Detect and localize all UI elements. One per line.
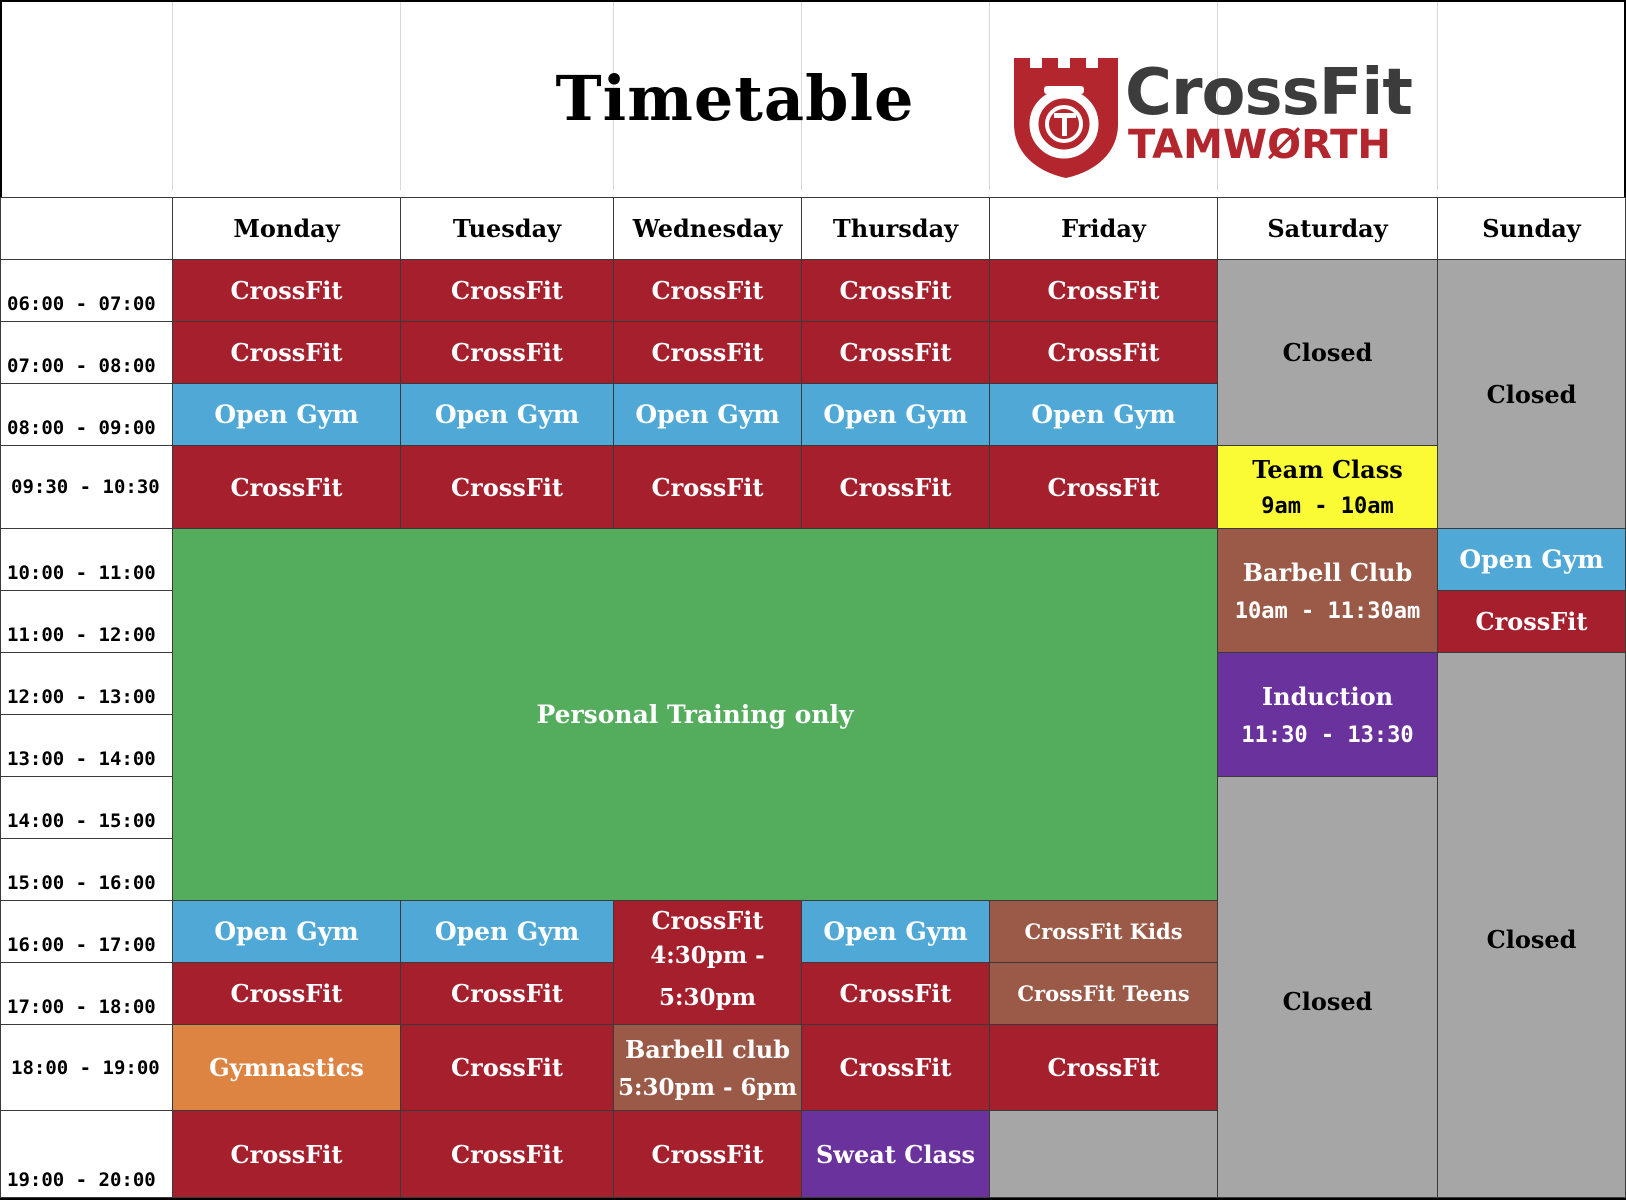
closed-block: Closed: [1217, 776, 1438, 1198]
day-header-saturday: Saturday: [1217, 197, 1438, 260]
class-label: Barbell club: [624, 1034, 791, 1064]
time-slot: 15:00 - 16:00: [0, 838, 173, 901]
class-time: 5:30pm - 6pm: [618, 1073, 797, 1101]
class-time: 4:30pm - 5:30pm: [650, 942, 765, 1011]
class-crossfit: CrossFit: [613, 259, 802, 322]
class-crossfit: CrossFit: [801, 1024, 990, 1111]
day-header-thursday: Thursday: [801, 197, 990, 260]
class-crossfit: CrossFit: [801, 259, 990, 322]
class-label: Barbell Club: [1242, 557, 1413, 587]
header-gridline: [172, 2, 173, 190]
time-slot: 09:30 - 10:30: [0, 445, 173, 529]
class-crossfit-wednesday: CrossFit 4:30pm - 5:30pm: [613, 900, 802, 1025]
time-slot: 14:00 - 15:00: [0, 776, 173, 839]
class-open-gym: Open Gym: [172, 383, 401, 446]
time-slot: 13:00 - 14:00: [0, 714, 173, 777]
class-induction: Induction 11:30 - 13:30: [1217, 652, 1438, 777]
class-team-class: Team Class 9am - 10am: [1217, 445, 1438, 529]
class-crossfit-kids: CrossFit Kids: [989, 900, 1218, 963]
class-crossfit: CrossFit: [400, 321, 614, 384]
class-crossfit: CrossFit: [989, 1024, 1218, 1111]
time-slot: 19:00 - 20:00: [0, 1110, 173, 1198]
class-open-gym: Open Gym: [801, 383, 990, 446]
logo-crossfit-text: CrossFit: [1125, 56, 1413, 130]
class-crossfit: CrossFit: [613, 445, 802, 529]
class-crossfit: CrossFit: [172, 1110, 401, 1198]
class-crossfit: CrossFit: [1437, 590, 1626, 653]
class-label: Team Class: [1252, 455, 1403, 484]
class-open-gym: Open Gym: [801, 900, 990, 963]
class-crossfit: CrossFit: [172, 259, 401, 322]
class-crossfit: CrossFit: [801, 962, 990, 1025]
class-crossfit: CrossFit: [989, 259, 1218, 322]
class-crossfit: CrossFit: [400, 259, 614, 322]
class-crossfit: CrossFit: [400, 962, 614, 1025]
class-time: 11:30 - 13:30: [1241, 722, 1414, 748]
time-slot: 12:00 - 13:00: [0, 652, 173, 715]
class-label: CrossFit: [651, 906, 764, 935]
time-slot: 08:00 - 09:00: [0, 383, 173, 446]
class-crossfit: CrossFit: [400, 445, 614, 529]
class-sweat-class: Sweat Class: [801, 1110, 990, 1198]
class-crossfit: CrossFit: [801, 445, 990, 529]
header-gridline: [989, 2, 990, 190]
logo-tamworth-text: TAMWØRTH: [1128, 122, 1391, 168]
closed-block: Closed: [1217, 259, 1438, 446]
crossfit-tamworth-logo: [1014, 58, 1118, 178]
class-crossfit: CrossFit: [613, 1110, 802, 1198]
corner-cell: [0, 197, 173, 260]
class-crossfit-teens: CrossFit Teens: [989, 962, 1218, 1025]
class-open-gym: Open Gym: [400, 383, 614, 446]
class-open-gym: Open Gym: [1437, 528, 1626, 591]
time-slot: 07:00 - 08:00: [0, 321, 173, 384]
time-slot: 17:00 - 18:00: [0, 962, 173, 1025]
day-header-friday: Friday: [989, 197, 1218, 260]
class-label: Induction: [1261, 681, 1394, 711]
class-crossfit: CrossFit: [613, 321, 802, 384]
page-title: Timetable: [555, 62, 915, 135]
header-gridline: [1217, 2, 1218, 190]
class-open-gym: Open Gym: [989, 383, 1218, 446]
class-open-gym: Open Gym: [172, 900, 401, 963]
time-slot: 18:00 - 19:00: [0, 1024, 173, 1111]
class-crossfit: CrossFit: [172, 321, 401, 384]
class-gymnastics: Gymnastics: [172, 1024, 401, 1111]
class-crossfit: CrossFit: [400, 1024, 614, 1111]
time-slot: 06:00 - 07:00: [0, 259, 173, 322]
personal-training-block: Personal Training only: [172, 528, 1218, 901]
closed-block: Closed: [1437, 652, 1626, 1198]
class-barbell-club-wednesday: Barbell club 5:30pm - 6pm: [613, 1024, 802, 1111]
header-gridline: [801, 2, 802, 190]
class-time: 10am - 11:30am: [1234, 598, 1421, 624]
closed-block: Closed: [1437, 259, 1626, 529]
class-crossfit: CrossFit: [989, 321, 1218, 384]
day-header-tuesday: Tuesday: [400, 197, 614, 260]
class-crossfit: CrossFit: [172, 445, 401, 529]
class-barbell-club: Barbell Club 10am - 11:30am: [1217, 528, 1438, 653]
header-gridline: [400, 2, 401, 190]
class-crossfit: CrossFit: [801, 321, 990, 384]
empty-slot: [989, 1110, 1218, 1198]
class-open-gym: Open Gym: [400, 900, 614, 963]
class-crossfit: CrossFit: [989, 445, 1218, 529]
class-crossfit: CrossFit: [400, 1110, 614, 1198]
class-crossfit: CrossFit: [172, 962, 401, 1025]
class-time: 9am - 10am: [1261, 494, 1394, 519]
day-header-wednesday: Wednesday: [613, 197, 802, 260]
time-slot: 11:00 - 12:00: [0, 590, 173, 653]
header-gridline: [613, 2, 614, 190]
time-slot: 16:00 - 17:00: [0, 900, 173, 963]
day-header-sunday: Sunday: [1437, 197, 1626, 260]
header-gridline: [1437, 2, 1438, 190]
class-open-gym: Open Gym: [613, 383, 802, 446]
day-header-monday: Monday: [172, 197, 401, 260]
time-slot: 10:00 - 11:00: [0, 528, 173, 591]
